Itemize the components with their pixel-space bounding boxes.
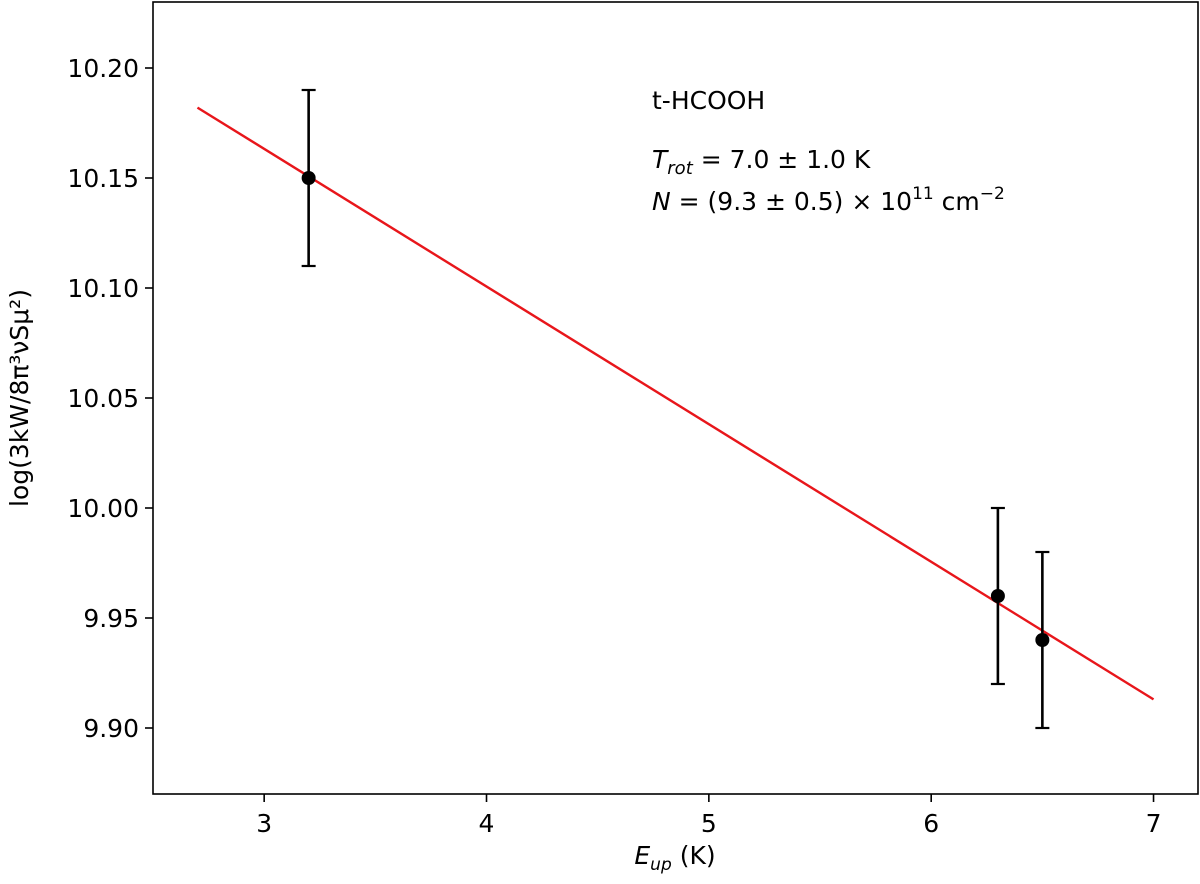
y-axis-label: log(3kW/8π³νSμ²)	[5, 289, 34, 507]
y-axis-ticks: 9.90 9.95 10.00 10.05 10.10 10.15 10.20	[67, 54, 153, 743]
data-point	[990, 589, 1005, 603]
x-axis-label: Eup (K)	[634, 841, 715, 875]
y-tick-label: 10.20	[67, 54, 139, 83]
x-tick-label: 5	[701, 809, 717, 838]
annotation-trot: Trot = 7.0 ± 1.0 K	[652, 145, 871, 179]
annotation-column-density: N = (9.3 ± 0.5) × 1011 cm−2	[652, 184, 1005, 216]
x-axis-ticks: 3 4 5 6 7	[256, 794, 1161, 838]
y-tick-label: 9.90	[83, 714, 139, 743]
y-tick-label: 9.95	[83, 604, 139, 633]
data-points	[301, 88, 1050, 730]
y-tick-label: 10.05	[67, 384, 139, 413]
y-tick-label: 10.00	[67, 494, 139, 523]
data-point	[301, 171, 316, 185]
x-tick-label: 4	[479, 809, 495, 838]
x-tick-label: 7	[1146, 809, 1162, 838]
x-tick-label: 3	[256, 809, 272, 838]
x-tick-label: 6	[923, 809, 939, 838]
y-tick-label: 10.15	[67, 164, 139, 193]
annotation-species: t-HCOOH	[652, 86, 765, 115]
y-tick-label: 10.10	[67, 274, 139, 303]
data-point	[1035, 633, 1050, 647]
